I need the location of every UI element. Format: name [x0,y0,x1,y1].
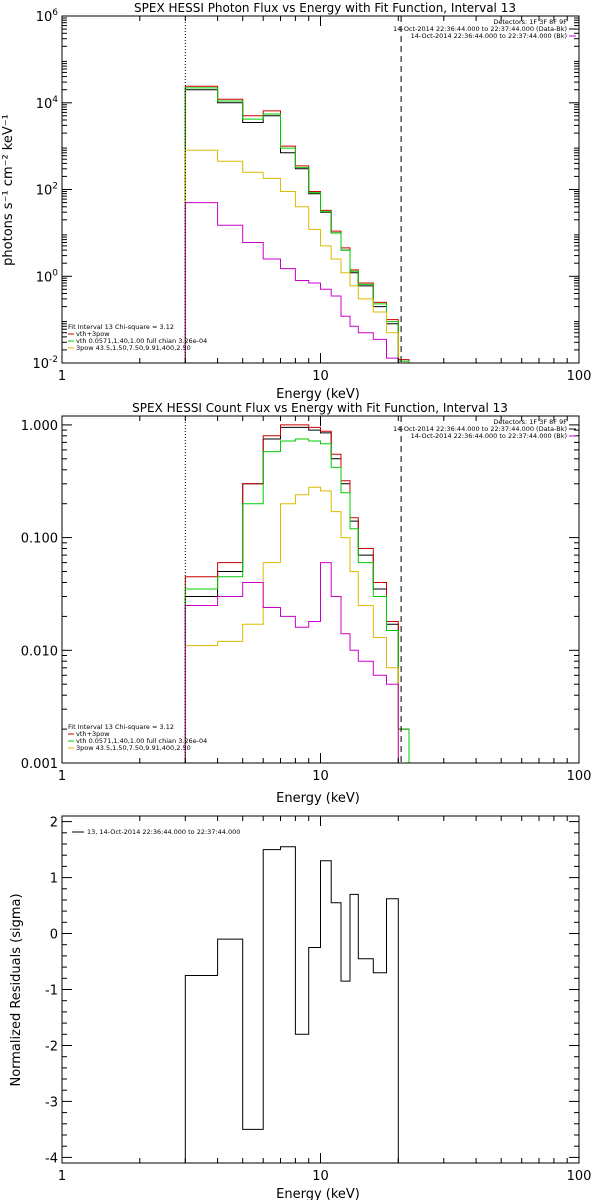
x-tick-label: 10 [312,1169,329,1184]
y-tick-label: 0.100 [21,532,58,547]
photon-flux-panel: SPEX HESSI Photon Flux vs Energy with Fi… [1,1,591,402]
y-tick-label: 2 [50,816,58,831]
photon-flux-reference-lines [184,16,402,363]
residuals-y-tick-labels: -4 -3 -2 -1 0 1 2 [45,816,58,1167]
series-0-line [184,846,399,1163]
residuals-legends: 13, 14-Oct-2014 22:36:44.000 to 22:37:44… [72,828,240,836]
y-tick-label: 0.010 [21,644,58,659]
y-tick-exponent: 4 [52,95,58,105]
legend-bottom-entry: vth 0.0571,1.40,1.00 full chian 3.26e-04 [76,737,207,745]
residuals-x-tick-labels: 1 10 100 [58,1169,592,1184]
legend-top-entry: 14-Oct-2014 22:36:44.000 to 22:37:44.000… [411,432,567,440]
legend-bottom-entry: Fit Interval 13 Chi-square = 3.12 [68,323,174,331]
photon-flux-title: SPEX HESSI Photon Flux vs Energy with Fi… [134,1,516,15]
x-tick-label: 10 [312,769,329,784]
count-flux-x-tick-labels: 1 10 100 [58,769,592,784]
photon-flux-series [184,85,424,364]
x-tick-label: 1 [58,1169,66,1184]
y-tick-label: 10-2 [32,355,58,372]
count-flux-x-axis-label: Energy (keV) [276,791,360,806]
legend-top-entry: 14-Oct-2014 22:36:44.000 to 22:37:44.000… [393,25,567,33]
y-tick-label: 104 [36,95,59,112]
y-tick-exponent: 2 [52,182,58,192]
count-flux-ticks [61,416,580,764]
series-3-line [184,486,399,763]
legend-bottom-entry: Fit Interval 13 Chi-square = 3.12 [68,723,174,731]
y-tick-base: 10 [36,97,53,112]
series-2-line [184,438,410,763]
y-tick-label: 106 [36,8,59,25]
series-4-line [184,562,399,763]
count-flux-panel: SPEX HESSI Count Flux vs Energy with Fit… [21,401,592,806]
x-tick-label: 100 [567,1169,592,1184]
photon-flux-x-axis-label: Energy (keV) [276,387,360,402]
photon-flux-frame [61,15,580,364]
legend-bottom-entry: vth+3pow [76,330,110,338]
series-1-line [184,424,424,764]
photon-flux-x-tick-labels: 1 10 100 [58,369,592,384]
x-tick-label: 100 [567,769,592,784]
x-tick-label: 1 [58,369,66,384]
y-tick-label: -3 [45,1095,58,1110]
series-0-line [184,426,424,764]
residuals-series [184,846,399,1163]
y-tick-label: 100 [36,268,59,285]
y-tick-exponent: 6 [52,8,58,18]
y-tick-base: 10 [36,184,53,199]
legend-bottom-entry: vth 0.0571,1.40,1.00 full chian 3.26e-04 [76,337,207,345]
y-tick-label: 102 [36,182,58,199]
residuals-panel: 1 10 100 -4 -3 -2 -1 0 1 2 Energy (keV) Normaliz… [9,815,592,1202]
y-tick-exponent: -2 [49,355,58,365]
count-flux-reference-lines [184,416,402,763]
y-tick-label: 1 [50,872,58,887]
legend-bottom-entry: vth+3pow [76,730,110,738]
y-tick-label: -2 [45,1040,58,1055]
legend-top-entry: Detectors: 1F 3F 8F 9F [493,18,567,26]
y-tick-base: 10 [32,357,49,372]
photon-flux-y-axis-label: photons s⁻¹ cm⁻² keV⁻¹ [1,114,16,266]
count-flux-y-tick-labels: 0.001 0.010 0.100 1.000 [21,419,58,772]
x-tick-label: 10 [312,369,329,384]
series-4-line [184,202,399,363]
series-3-line [184,149,424,364]
legend-top-entry: 14-Oct-2014 22:36:44.000 to 22:37:44.000… [411,32,567,40]
legend-top-entry: Detectors: 1F 3F 8F 9F [493,418,567,426]
x-tick-label: 1 [58,769,66,784]
photon-flux-ticks [61,15,580,364]
y-tick-label: 0.001 [21,757,58,772]
y-tick-label: -4 [45,1151,58,1166]
legend-bottom-entry: 3pow 43.5,1.50,7.50,9.91,400,2.50 [76,344,191,352]
y-tick-base: 10 [36,10,53,25]
y-tick-exponent: 0 [52,268,58,278]
x-tick-label: 100 [567,369,592,384]
y-tick-label: 0 [50,928,58,943]
residuals-x-axis-label: Energy (keV) [276,1187,360,1200]
legend-bottom-entry: 3pow 43.5,1.50,7.50,9.91,400,2.50 [76,744,191,752]
y-tick-label: -1 [45,984,58,999]
legend-top-entry: 14-Oct-2014 22:36:44.000 to 22:37:44.000… [393,425,567,433]
y-tick-label: 1.000 [21,419,58,434]
residuals-y-axis-label: Normalized Residuals (sigma) [9,893,24,1086]
count-flux-series [184,424,424,764]
legend-entry: 13, 14-Oct-2014 22:36:44.000 to 22:37:44… [87,828,240,836]
series-0-line [184,89,399,363]
y-tick-base: 10 [36,270,53,285]
count-flux-title: SPEX HESSI Count Flux vs Energy with Fit… [132,401,508,415]
residuals-ticks [61,816,580,1163]
